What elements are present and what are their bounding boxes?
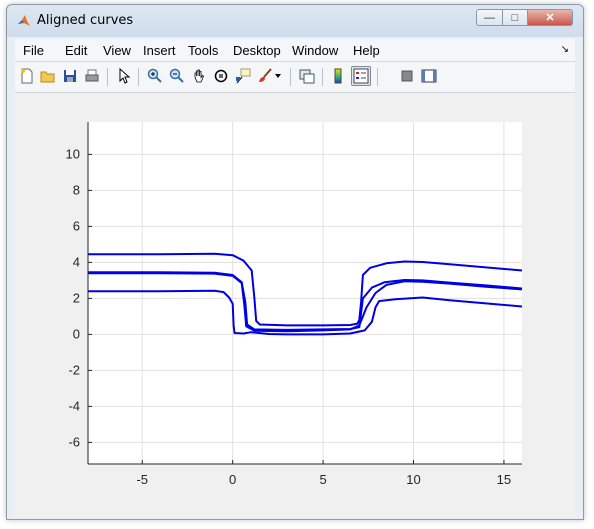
menu-view[interactable]: View	[103, 43, 131, 58]
brush-icon[interactable]	[256, 67, 274, 85]
rotate-3d-icon[interactable]	[212, 67, 230, 85]
maximize-icon: □	[511, 11, 519, 24]
menu-edit[interactable]: Edit	[65, 43, 88, 58]
pointer-icon[interactable]	[115, 67, 133, 85]
link-plot-icon[interactable]	[298, 67, 316, 85]
close-icon: ✕	[545, 12, 555, 24]
title-bar[interactable]: Aligned curves — □ ✕	[7, 5, 583, 37]
figure-canvas	[15, 93, 575, 517]
zoom-in-icon[interactable]	[146, 67, 164, 85]
menu-file[interactable]: File	[23, 43, 44, 58]
matlab-logo-icon	[18, 15, 30, 26]
print-icon[interactable]	[83, 67, 101, 85]
close-button[interactable]: ✕	[527, 9, 573, 26]
dock-arrow-icon[interactable]: ↘	[560, 44, 569, 55]
zoom-out-icon[interactable]	[168, 67, 186, 85]
figure-toolbar	[15, 62, 575, 93]
toolbar-separator	[322, 68, 323, 86]
toolbar-separator	[290, 68, 291, 86]
save-icon[interactable]	[61, 67, 79, 85]
menu-insert[interactable]: Insert	[143, 43, 176, 58]
minimize-icon: —	[484, 11, 495, 24]
window-title: Aligned curves	[37, 13, 134, 28]
menu-window[interactable]: Window	[292, 43, 339, 58]
toolbar-separator	[138, 68, 139, 86]
toolbar-separator	[107, 68, 108, 86]
brush-dropdown-icon[interactable]	[273, 67, 283, 85]
new-figure-icon[interactable]	[18, 67, 36, 85]
pan-icon[interactable]	[190, 67, 208, 85]
hide-plot-tools-icon[interactable]	[398, 67, 416, 85]
legend-icon[interactable]	[351, 66, 371, 86]
menu-tools[interactable]: Tools	[188, 43, 219, 58]
show-plot-tools-icon[interactable]	[420, 67, 438, 85]
data-cursor-icon[interactable]	[234, 67, 252, 85]
maximize-button[interactable]: □	[502, 9, 528, 26]
minimize-button[interactable]: —	[476, 9, 503, 26]
menu-bar: File Edit View Insert Tools Desktop Wind…	[15, 39, 575, 62]
colorbar-icon[interactable]	[329, 67, 347, 85]
menu-help[interactable]: Help	[353, 43, 380, 58]
toolbar-separator	[377, 68, 378, 86]
menu-desktop[interactable]: Desktop	[233, 43, 281, 58]
open-file-icon[interactable]	[39, 67, 57, 85]
figure-window: Aligned curves — □ ✕ File Edit View Inse…	[6, 4, 584, 520]
